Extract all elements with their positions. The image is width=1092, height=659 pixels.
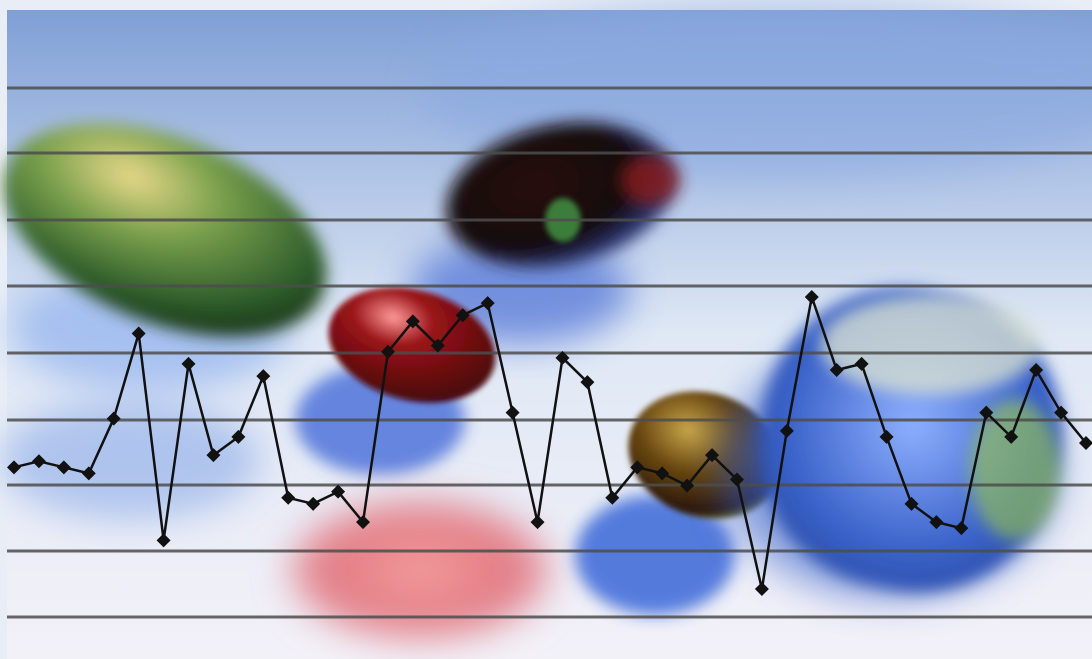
data-point-marker [954, 521, 969, 536]
pills [0, 0, 1092, 640]
data-point-marker [779, 423, 794, 438]
data-point-marker [1054, 405, 1069, 420]
data-point-marker [879, 429, 894, 444]
data-point-marker [131, 326, 146, 341]
data-point-marker [480, 296, 495, 311]
data-point-marker [331, 484, 346, 499]
amber-pill-shadow [575, 495, 735, 615]
series-line [13, 295, 1087, 591]
data-point-marker [979, 405, 994, 420]
red-pill [328, 287, 496, 403]
data-point-marker [405, 314, 420, 329]
dark-pill [446, 122, 674, 268]
data-point-marker [754, 582, 769, 596]
data-point-marker [530, 515, 545, 530]
data-point-marker [430, 338, 445, 353]
data-point-marker [256, 369, 271, 384]
chart-gridlines [7, 86, 1092, 619]
data-point-marker [804, 290, 819, 304]
data-point-marker [904, 496, 919, 511]
data-point-marker [106, 411, 121, 426]
data-point-marker [1029, 363, 1044, 377]
data-point-marker [929, 515, 944, 530]
data-point-marker [829, 363, 844, 377]
data-point-marker [380, 344, 395, 359]
data-point-marker [281, 490, 296, 505]
data-point-marker [1079, 436, 1092, 450]
data-point-marker [31, 454, 46, 469]
blue-tablet-green-edge [970, 400, 1060, 540]
data-point-marker [56, 460, 71, 475]
data-point-marker [655, 466, 670, 481]
data-point-marker [1004, 429, 1019, 444]
data-point-marker [231, 429, 246, 444]
data-point-marker [854, 356, 869, 371]
blue-tablet-highlight [820, 295, 1040, 395]
chart-series [7, 290, 1092, 596]
data-point-marker [705, 448, 720, 463]
data-point-marker [729, 472, 744, 487]
data-point-marker [555, 350, 570, 365]
data-point-marker [206, 448, 221, 463]
data-point-marker [680, 478, 695, 493]
data-point-marker [605, 490, 620, 505]
data-point-marker [630, 460, 645, 475]
data-point-marker [81, 466, 96, 481]
data-point-marker [356, 515, 371, 530]
pink-pill [290, 500, 550, 640]
green-pill [3, 123, 327, 337]
data-point-marker [156, 533, 171, 548]
dark-pill-red-tip [620, 155, 680, 205]
data-point-marker [455, 308, 470, 323]
data-point-marker [505, 405, 520, 420]
data-point-marker [7, 460, 21, 475]
lower-left-shadow [0, 400, 260, 520]
data-point-marker [580, 375, 595, 390]
data-point-marker [181, 356, 196, 371]
data-point-marker [306, 496, 321, 511]
